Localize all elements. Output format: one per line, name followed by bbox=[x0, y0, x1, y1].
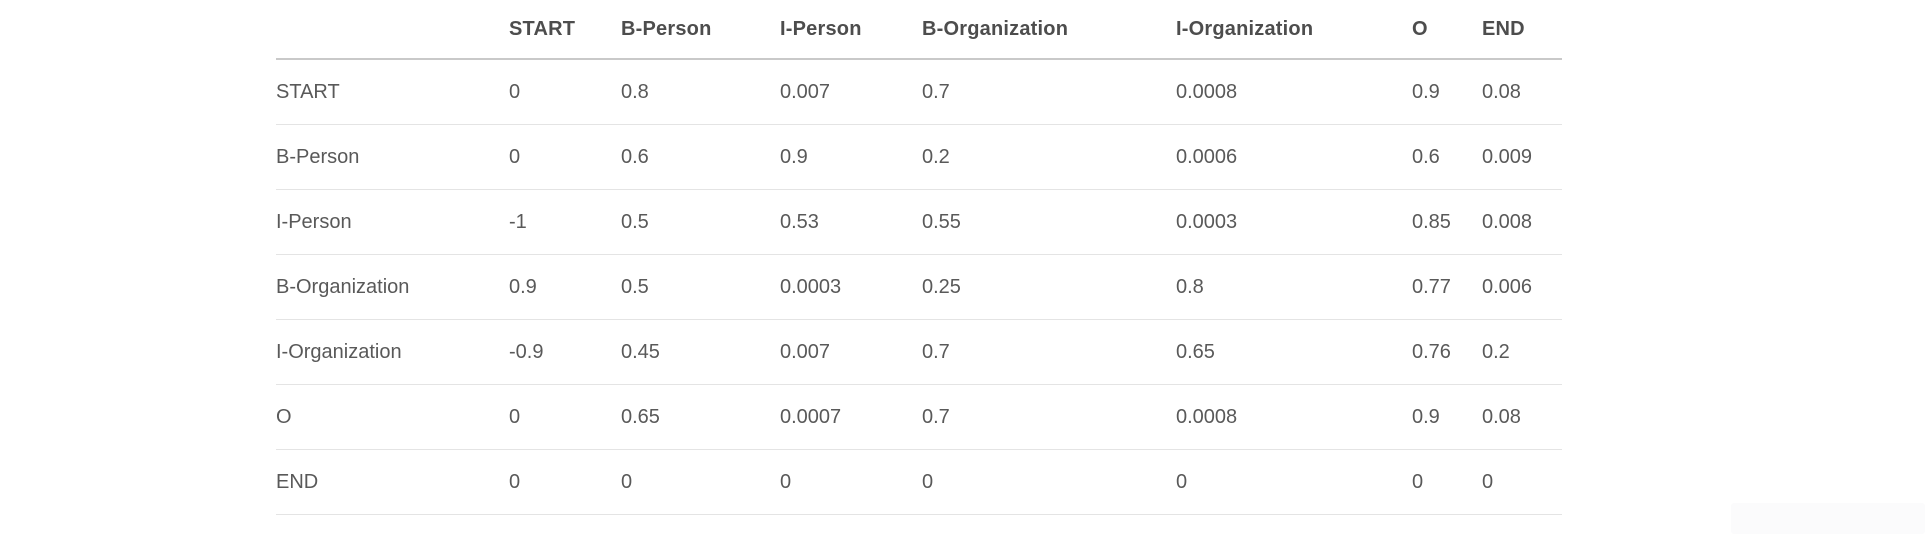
cell: 0.008 bbox=[1482, 189, 1562, 255]
cell: 0.77 bbox=[1412, 254, 1482, 320]
row-label: B-Organization bbox=[276, 254, 509, 320]
bottom-right-artifact bbox=[1731, 503, 1925, 534]
cell: 0 bbox=[509, 449, 621, 515]
row-label: START bbox=[276, 59, 509, 125]
cell: 0.6 bbox=[621, 124, 780, 190]
table-row-i-organization: I-Organization -0.9 0.45 0.007 0.7 0.65 … bbox=[276, 319, 1562, 385]
cell: 0.0007 bbox=[780, 384, 922, 450]
cell: 0.0008 bbox=[1176, 384, 1412, 450]
row-label: END bbox=[276, 449, 509, 515]
column-header-i-organization: I-Organization bbox=[1176, 0, 1412, 60]
cell: 0.2 bbox=[1482, 319, 1562, 385]
cell: 0.65 bbox=[621, 384, 780, 450]
column-header-b-organization: B-Organization bbox=[922, 0, 1176, 60]
row-label: I-Organization bbox=[276, 319, 509, 385]
cell: 0 bbox=[509, 59, 621, 125]
cell: 0.08 bbox=[1482, 59, 1562, 125]
cell: 0.0008 bbox=[1176, 59, 1412, 125]
cell: 0 bbox=[1412, 449, 1482, 515]
cell: -1 bbox=[509, 189, 621, 255]
cell: -0.9 bbox=[509, 319, 621, 385]
cell: 0.76 bbox=[1412, 319, 1482, 385]
cell: 0.7 bbox=[922, 59, 1176, 125]
column-header-end: END bbox=[1482, 0, 1562, 60]
cell: 0.0003 bbox=[1176, 189, 1412, 255]
cell: 0.8 bbox=[1176, 254, 1412, 320]
column-header-b-person: B-Person bbox=[621, 0, 780, 60]
table-row-b-organization: B-Organization 0.9 0.5 0.0003 0.25 0.8 0… bbox=[276, 254, 1562, 320]
cell: 0.2 bbox=[922, 124, 1176, 190]
cell: 0.55 bbox=[922, 189, 1176, 255]
table-row-b-person: B-Person 0 0.6 0.9 0.2 0.0006 0.6 0.009 bbox=[276, 124, 1562, 190]
cell: 0.9 bbox=[1412, 384, 1482, 450]
cell: 0.7 bbox=[922, 319, 1176, 385]
cell: 0 bbox=[509, 124, 621, 190]
table-row-i-person: I-Person -1 0.5 0.53 0.55 0.0003 0.85 0.… bbox=[276, 189, 1562, 255]
cell: 0.25 bbox=[922, 254, 1176, 320]
cell: 0.8 bbox=[621, 59, 780, 125]
cell: 0.7 bbox=[922, 384, 1176, 450]
cell: 0.0003 bbox=[780, 254, 922, 320]
cell: 0.006 bbox=[1482, 254, 1562, 320]
column-header-start: START bbox=[509, 0, 621, 60]
table-row-o: O 0 0.65 0.0007 0.7 0.0008 0.9 0.08 bbox=[276, 384, 1562, 450]
cell: 0.5 bbox=[621, 254, 780, 320]
column-header-i-person: I-Person bbox=[780, 0, 922, 60]
cell: 0.0006 bbox=[1176, 124, 1412, 190]
cell: 0.9 bbox=[509, 254, 621, 320]
cell: 0.6 bbox=[1412, 124, 1482, 190]
row-label: I-Person bbox=[276, 189, 509, 255]
cell: 0.08 bbox=[1482, 384, 1562, 450]
cell: 0 bbox=[922, 449, 1176, 515]
table-row-start: START 0 0.8 0.007 0.7 0.0008 0.9 0.08 bbox=[276, 59, 1562, 125]
row-label: O bbox=[276, 384, 509, 450]
cell: 0 bbox=[780, 449, 922, 515]
cell: 0.9 bbox=[780, 124, 922, 190]
corner-cell bbox=[276, 0, 509, 60]
cell: 0.85 bbox=[1412, 189, 1482, 255]
cell: 0.009 bbox=[1482, 124, 1562, 190]
cell: 0.007 bbox=[780, 319, 922, 385]
column-header-o: O bbox=[1412, 0, 1482, 60]
header-row: START B-Person I-Person B-Organization I… bbox=[276, 0, 1562, 60]
cell: 0 bbox=[1176, 449, 1412, 515]
cell: 0.007 bbox=[780, 59, 922, 125]
cell: 0.9 bbox=[1412, 59, 1482, 125]
cell: 0 bbox=[509, 384, 621, 450]
row-label: B-Person bbox=[276, 124, 509, 190]
cell: 0 bbox=[621, 449, 780, 515]
cell: 0 bbox=[1482, 449, 1562, 515]
cell: 0.53 bbox=[780, 189, 922, 255]
cell: 0.5 bbox=[621, 189, 780, 255]
cell: 0.65 bbox=[1176, 319, 1412, 385]
table-row-end: END 0 0 0 0 0 0 0 bbox=[276, 449, 1562, 515]
transition-matrix-table: START B-Person I-Person B-Organization I… bbox=[276, 0, 1562, 515]
cell: 0.45 bbox=[621, 319, 780, 385]
